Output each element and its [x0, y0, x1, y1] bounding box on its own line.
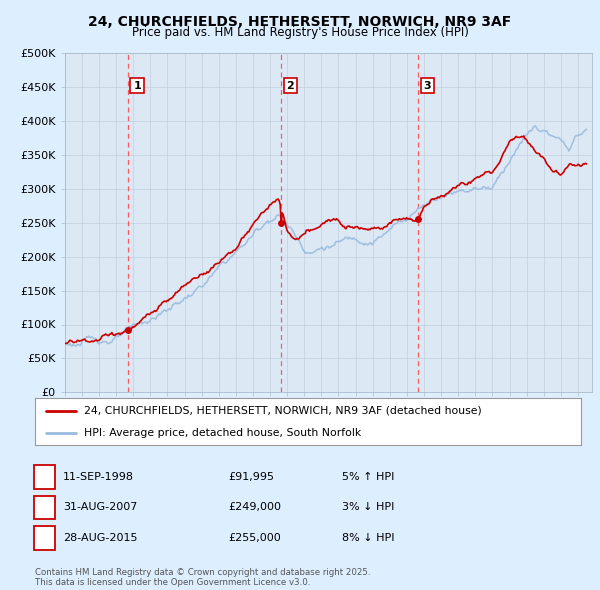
- Text: 31-AUG-2007: 31-AUG-2007: [63, 503, 137, 512]
- Text: HPI: Average price, detached house, South Norfolk: HPI: Average price, detached house, Sout…: [84, 428, 361, 438]
- Text: 3% ↓ HPI: 3% ↓ HPI: [342, 503, 394, 512]
- Text: 1: 1: [133, 81, 141, 91]
- Text: Price paid vs. HM Land Registry's House Price Index (HPI): Price paid vs. HM Land Registry's House …: [131, 26, 469, 39]
- Text: 1: 1: [41, 472, 48, 481]
- Text: £249,000: £249,000: [228, 503, 281, 512]
- Text: 3: 3: [423, 81, 431, 91]
- Text: 3: 3: [41, 533, 48, 543]
- Text: £255,000: £255,000: [228, 533, 281, 543]
- Text: This data is licensed under the Open Government Licence v3.0.: This data is licensed under the Open Gov…: [35, 578, 310, 588]
- Text: 11-SEP-1998: 11-SEP-1998: [63, 472, 134, 481]
- Text: 2: 2: [41, 503, 48, 512]
- Text: 24, CHURCHFIELDS, HETHERSETT, NORWICH, NR9 3AF (detached house): 24, CHURCHFIELDS, HETHERSETT, NORWICH, N…: [84, 406, 482, 416]
- Text: £91,995: £91,995: [228, 472, 274, 481]
- Text: 2: 2: [286, 81, 294, 91]
- Text: 8% ↓ HPI: 8% ↓ HPI: [342, 533, 395, 543]
- Text: Contains HM Land Registry data © Crown copyright and database right 2025.: Contains HM Land Registry data © Crown c…: [35, 568, 370, 577]
- Text: 28-AUG-2015: 28-AUG-2015: [63, 533, 137, 543]
- Text: 5% ↑ HPI: 5% ↑ HPI: [342, 472, 394, 481]
- Text: 24, CHURCHFIELDS, HETHERSETT, NORWICH, NR9 3AF: 24, CHURCHFIELDS, HETHERSETT, NORWICH, N…: [88, 15, 512, 29]
